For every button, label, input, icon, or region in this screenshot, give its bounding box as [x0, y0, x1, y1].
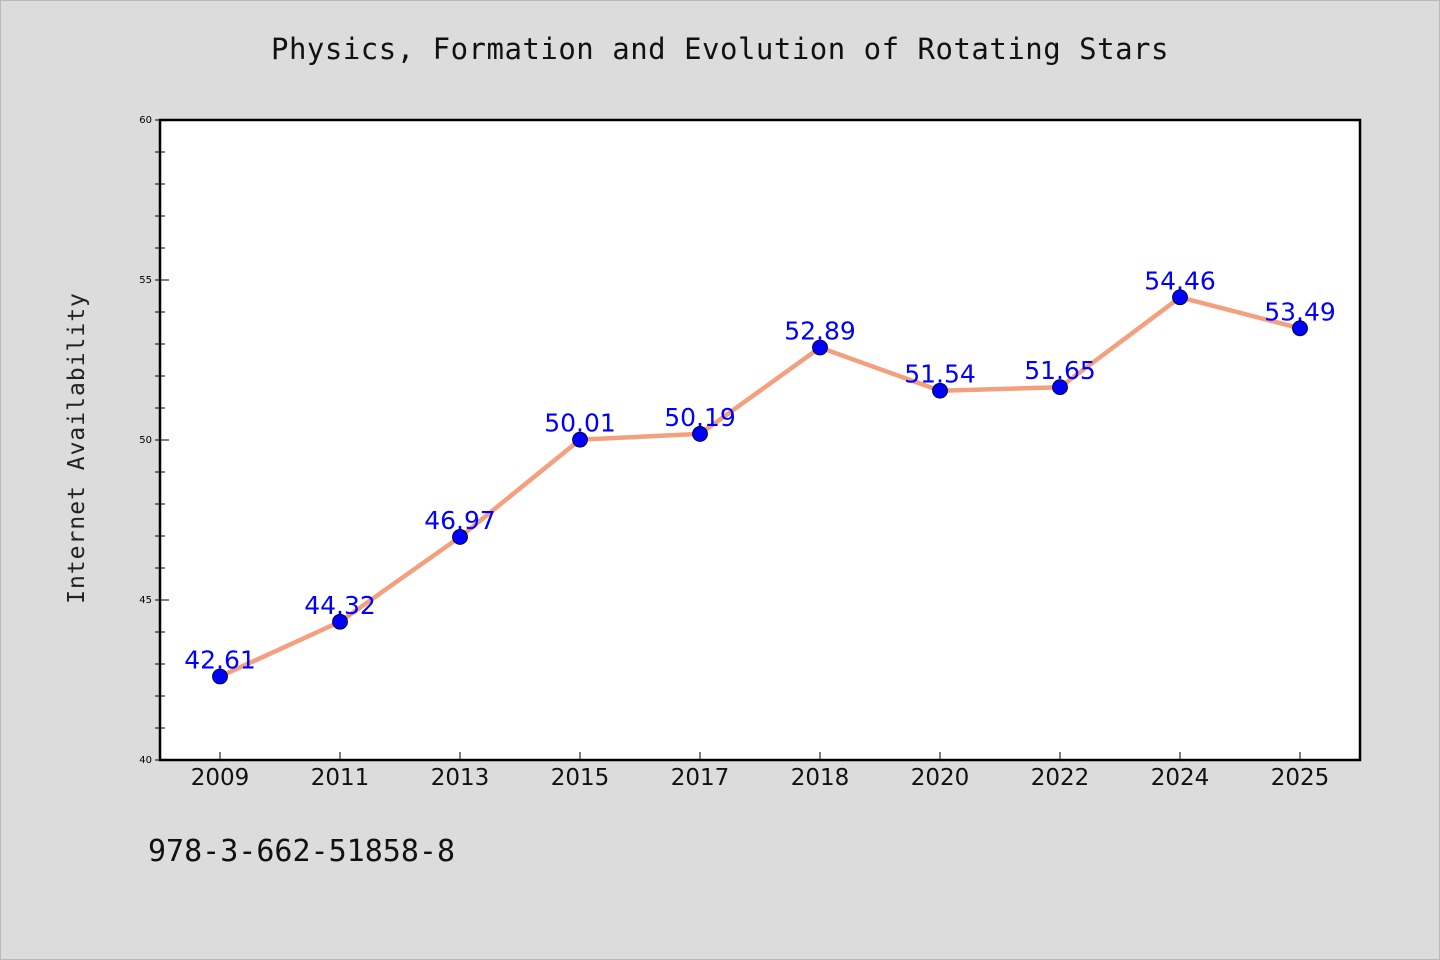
data-label: 54.46 [1144, 266, 1216, 295]
series-markers [212, 289, 1308, 685]
data-label: 53.49 [1264, 297, 1336, 326]
isbn-code: 978-3-662-51858-8 [148, 834, 456, 869]
y-tick-label: 60 [139, 115, 152, 126]
x-tick-label: 2020 [911, 765, 970, 791]
data-label: 50.01 [544, 409, 616, 438]
x-tick-label: 2013 [431, 765, 490, 791]
y-tick-label: 40 [139, 755, 152, 766]
x-tick-label: 2025 [1271, 765, 1330, 791]
series-line [217, 295, 1303, 679]
data-label: 44.32 [304, 591, 376, 620]
data-point [692, 426, 708, 442]
plot-area [158, 118, 1362, 762]
data-label: 46.97 [424, 506, 496, 535]
y-tick-label: 45 [139, 595, 152, 606]
x-axis-ticks: 2009 2011 2013 2015 2017 2018 2020 2022 2024 2025 [191, 752, 1330, 791]
data-label: 42.61 [184, 645, 256, 674]
x-tick-label: 2024 [1151, 765, 1210, 791]
x-tick-label: 2015 [551, 765, 610, 791]
data-point [212, 668, 228, 685]
data-point [572, 431, 588, 448]
data-labels: 42.61 44.32 46.97 50.01 50.19 52.89 51.54 51.65… [184, 266, 1336, 674]
data-label: 51.54 [904, 360, 976, 389]
data-label: 50.19 [664, 403, 736, 432]
x-tick-label: 2018 [791, 765, 850, 791]
data-point [332, 613, 348, 630]
y-tick-label: 50 [139, 435, 152, 446]
chart-title: Physics, Formation and Evolution of Rota… [271, 32, 1169, 66]
x-tick-label: 2011 [311, 765, 370, 791]
data-point [812, 339, 828, 356]
x-tick-label: 2022 [1031, 765, 1090, 791]
data-label: 51.65 [1024, 356, 1096, 385]
x-tick-label: 2017 [671, 765, 730, 791]
data-point [932, 382, 948, 399]
y-axis-ticks: 40 45 50 55 60 [139, 115, 169, 766]
x-tick-label: 2009 [191, 765, 250, 791]
y-axis-label: Internet Availability [64, 292, 90, 604]
y-tick-label: 55 [139, 275, 152, 286]
data-point [1292, 320, 1308, 337]
data-point [1172, 289, 1188, 306]
data-point [452, 529, 468, 545]
data-label: 52.89 [784, 317, 856, 346]
series-line-group [217, 295, 1303, 679]
data-point [1052, 379, 1068, 396]
